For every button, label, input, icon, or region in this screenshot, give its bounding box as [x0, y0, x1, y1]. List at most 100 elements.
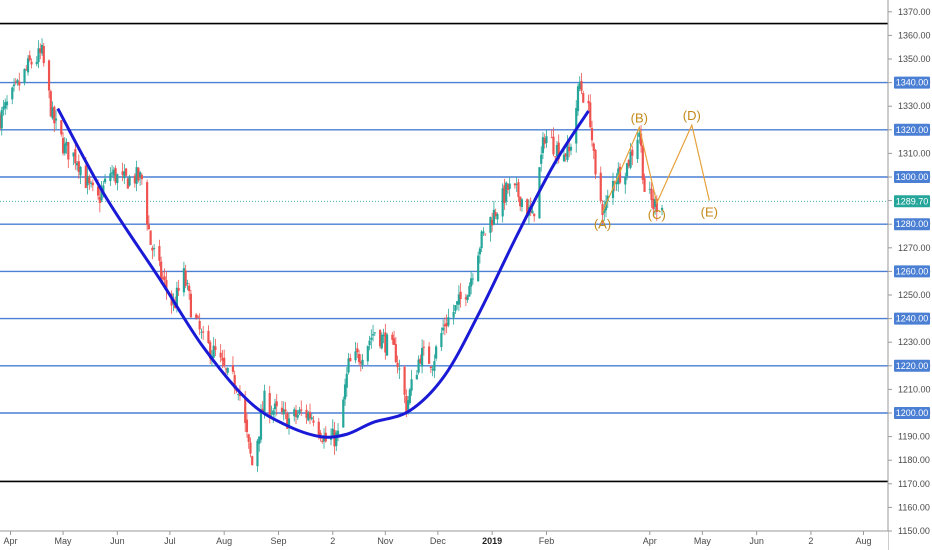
- candle-body: [543, 138, 546, 144]
- y-tick-label: 1150.00: [898, 526, 930, 536]
- candle-body: [349, 357, 352, 362]
- candle-body: [408, 389, 411, 404]
- current-price-tag: [894, 195, 930, 208]
- candle-body: [429, 366, 432, 369]
- candle-body: [195, 314, 198, 318]
- wave-point-label: (C): [648, 207, 666, 222]
- candle-body: [133, 175, 136, 184]
- x-tick-label: 2: [808, 536, 813, 546]
- x-tick-label: May: [694, 536, 712, 546]
- candle-body: [333, 430, 336, 447]
- candle-body: [371, 334, 375, 336]
- candle-body: [356, 348, 359, 353]
- candlesticks: [0, 38, 664, 473]
- candle-body: [147, 224, 150, 230]
- y-tick-label: 1350.00: [898, 54, 931, 64]
- wave-point-label: (E): [701, 205, 718, 220]
- candle-body: [526, 199, 529, 217]
- candle-body: [4, 102, 7, 109]
- candle-body: [452, 311, 455, 318]
- current-price-tag-label: 1289.70: [896, 196, 929, 206]
- candle-body: [428, 346, 431, 364]
- candle-body: [638, 132, 641, 137]
- candle-body: [42, 46, 45, 64]
- candle-body: [103, 178, 107, 183]
- candle-body: [594, 150, 597, 175]
- wave-point-label: (B): [631, 110, 648, 125]
- candle-body: [126, 178, 129, 189]
- x-tick-label: Jun: [749, 536, 764, 546]
- y-tick-label: 1360.00: [898, 30, 931, 40]
- candle-body: [84, 165, 87, 188]
- x-tick-label: Nov: [377, 536, 394, 546]
- candle-body: [275, 401, 278, 407]
- candle-body: [373, 332, 376, 334]
- candle-body: [345, 373, 348, 388]
- x-tick-label: Jun: [110, 536, 125, 546]
- y-tick-label: 1250.00: [898, 290, 931, 300]
- candle-body: [237, 394, 240, 395]
- candle-body: [23, 68, 26, 83]
- candle-body: [557, 142, 560, 160]
- y-tick-label: 1180.00: [898, 455, 930, 465]
- level-price-tag-label: 1260.00: [896, 266, 929, 276]
- candle-body: [177, 288, 180, 291]
- candle-body: [435, 346, 438, 359]
- candle-body: [200, 331, 203, 333]
- candle-body: [410, 379, 413, 391]
- candle-body: [403, 366, 406, 395]
- candle-body: [468, 285, 471, 297]
- candle-body: [272, 410, 275, 415]
- candle-body: [249, 442, 252, 454]
- x-axis-panel[interactable]: [0, 531, 888, 550]
- candle-body: [135, 167, 138, 184]
- candle-body: [308, 411, 312, 419]
- candle-body: [40, 44, 44, 54]
- price-tags: 1340.00 1320.00 1300.00 1280.00 1260.00 1240.…: [894, 76, 930, 419]
- candle-body: [582, 93, 585, 103]
- candle-body: [268, 393, 271, 417]
- candle-body: [54, 118, 58, 121]
- x-tick-label: Apr: [643, 536, 657, 546]
- y-tick-label: 1270.00: [898, 243, 931, 253]
- candle-body: [396, 362, 399, 368]
- wave-point-label: (A): [594, 216, 611, 231]
- candle-body: [515, 184, 518, 185]
- candle-body: [231, 365, 235, 372]
- x-tick-label: Feb: [539, 536, 555, 546]
- x-axis-ticks: Apr May Jun Jul Aug Sep 2 Nov Dec 2019 Feb Apr May Ju…: [4, 531, 871, 546]
- candle-body: [35, 61, 38, 65]
- candle-body: [603, 208, 606, 213]
- candle-body: [245, 419, 249, 433]
- candle-body: [258, 436, 261, 444]
- x-tick-label: 2019: [482, 536, 502, 546]
- candle-body: [484, 233, 487, 235]
- candle-body: [384, 332, 387, 353]
- y-tick-label: 1170.00: [898, 479, 930, 489]
- candle-body: [613, 181, 616, 184]
- candle-body: [587, 100, 590, 104]
- wave-point-label: (D): [683, 108, 701, 123]
- candle-body: [464, 297, 467, 300]
- candle-body: [508, 183, 511, 189]
- candle-body: [391, 334, 394, 340]
- candle-body: [47, 60, 51, 91]
- x-tick-label: Dec: [430, 536, 447, 546]
- candle-body: [221, 358, 224, 361]
- candle-body: [139, 172, 142, 178]
- candle-body: [109, 173, 112, 182]
- y-tick-label: 1370.00: [898, 7, 931, 17]
- wave-pattern: (A) (B) (C) (D) (E): [594, 108, 718, 231]
- x-tick-label: May: [55, 536, 73, 546]
- candle-body: [336, 430, 340, 435]
- x-tick-label: Aug: [216, 536, 232, 546]
- candle-body: [86, 176, 89, 186]
- candle-body: [578, 81, 581, 90]
- candle-body: [11, 87, 14, 100]
- candle-body: [447, 317, 450, 326]
- candle-body: [361, 359, 364, 365]
- candle-body: [247, 434, 250, 442]
- candle-body: [233, 375, 236, 389]
- candle-body: [370, 337, 373, 340]
- candle-body: [184, 270, 187, 287]
